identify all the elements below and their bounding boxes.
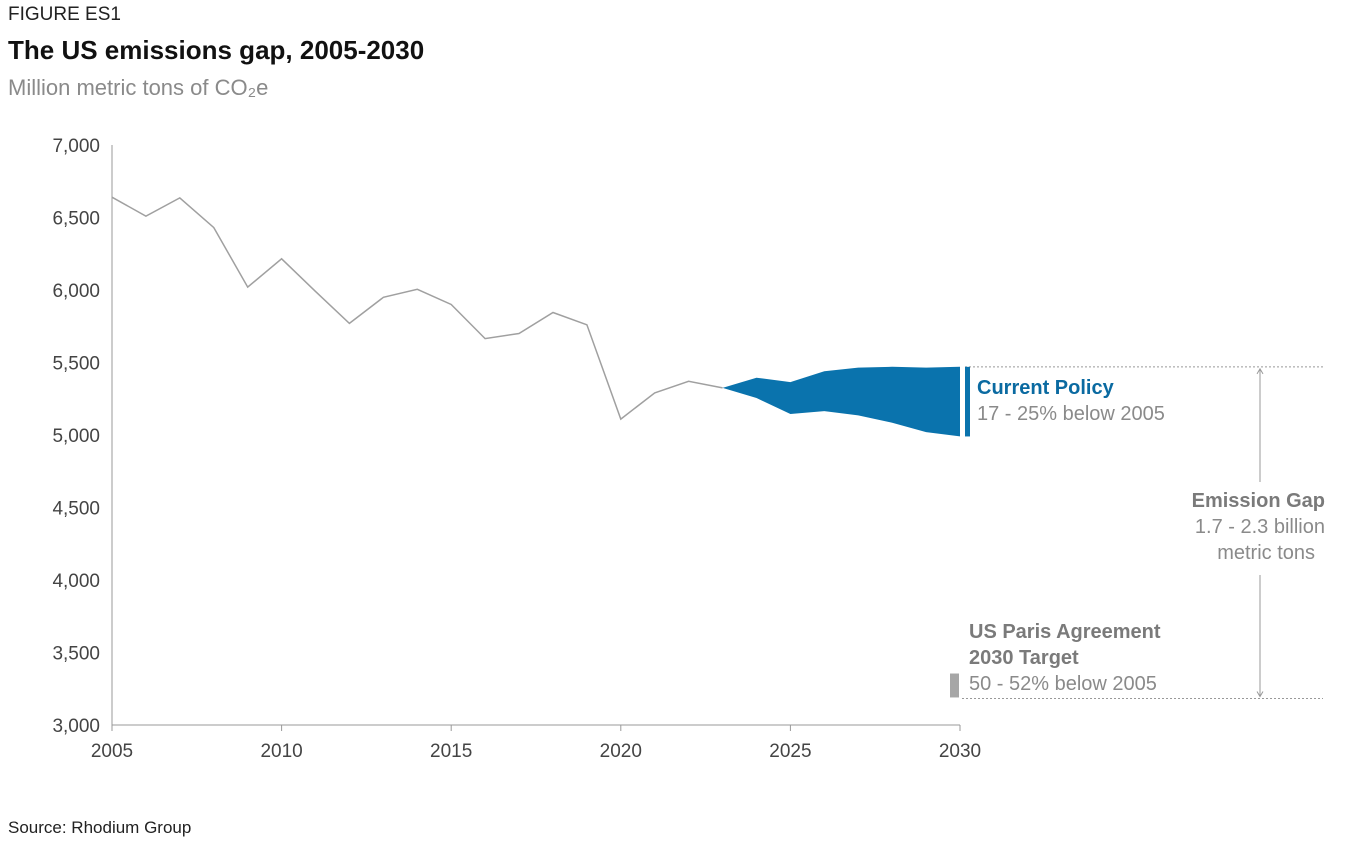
- emission-gap-detail-1: 1.7 - 2.3 billion: [1195, 516, 1325, 538]
- y-tick-label: 7,000: [52, 136, 100, 157]
- chart-subtitle: Million metric tons of CO₂e: [8, 75, 269, 100]
- x-tick-label: 2015: [430, 741, 472, 762]
- current-policy-label: Current Policy: [977, 377, 1115, 399]
- x-tick-label: 2010: [260, 741, 302, 762]
- gap-arrowhead-down: [1256, 691, 1264, 698]
- emission-gap-detail-2: metric tons: [1217, 542, 1315, 564]
- y-tick-label: 4,500: [52, 499, 100, 520]
- current-policy-band: [722, 366, 960, 437]
- x-tick-label: 2025: [769, 741, 811, 762]
- y-tick-labels: 3,000 3,500 4,000 4,500 5,000 5,500 6,000 6,500…: [52, 136, 100, 737]
- current-policy-range-bar: [965, 366, 970, 437]
- x-tick-label: 2030: [939, 741, 981, 762]
- gap-guides: [962, 366, 1323, 700]
- x-tick-labels: 2005 2010 2015 2020 2025 2030: [91, 725, 981, 762]
- y-tick-label: 6,500: [52, 209, 100, 230]
- y-tick-label: 6,000: [52, 281, 100, 302]
- paris-target-label-1: US Paris Agreement: [969, 621, 1161, 643]
- y-tick-label: 3,500: [52, 644, 100, 665]
- paris-target-detail: 50 - 52% below 2005: [969, 673, 1157, 695]
- axes: [111, 145, 960, 726]
- historical-emissions-line: [111, 196, 723, 421]
- gap-arrowhead-up: [1256, 367, 1264, 375]
- x-tick-label: 2005: [91, 741, 133, 762]
- emission-gap-label: Emission Gap: [1192, 490, 1325, 512]
- y-tick-label: 4,000: [52, 571, 100, 592]
- y-tick-label: 5,500: [52, 354, 100, 375]
- x-tick-label: 2020: [600, 741, 642, 762]
- paris-target-label-2: 2030 Target: [969, 647, 1079, 669]
- chart-title: The US emissions gap, 2005-2030: [8, 35, 425, 65]
- paris-target-range-bar: [950, 673, 959, 698]
- emission-gap-arrow: [1256, 367, 1264, 698]
- y-tick-label: 5,000: [52, 426, 100, 447]
- source-note: Source: Rhodium Group: [8, 818, 192, 837]
- current-policy-detail: 17 - 25% below 2005: [977, 403, 1165, 425]
- figure-label: FIGURE ES1: [8, 4, 121, 25]
- y-tick-label: 3,000: [52, 716, 100, 737]
